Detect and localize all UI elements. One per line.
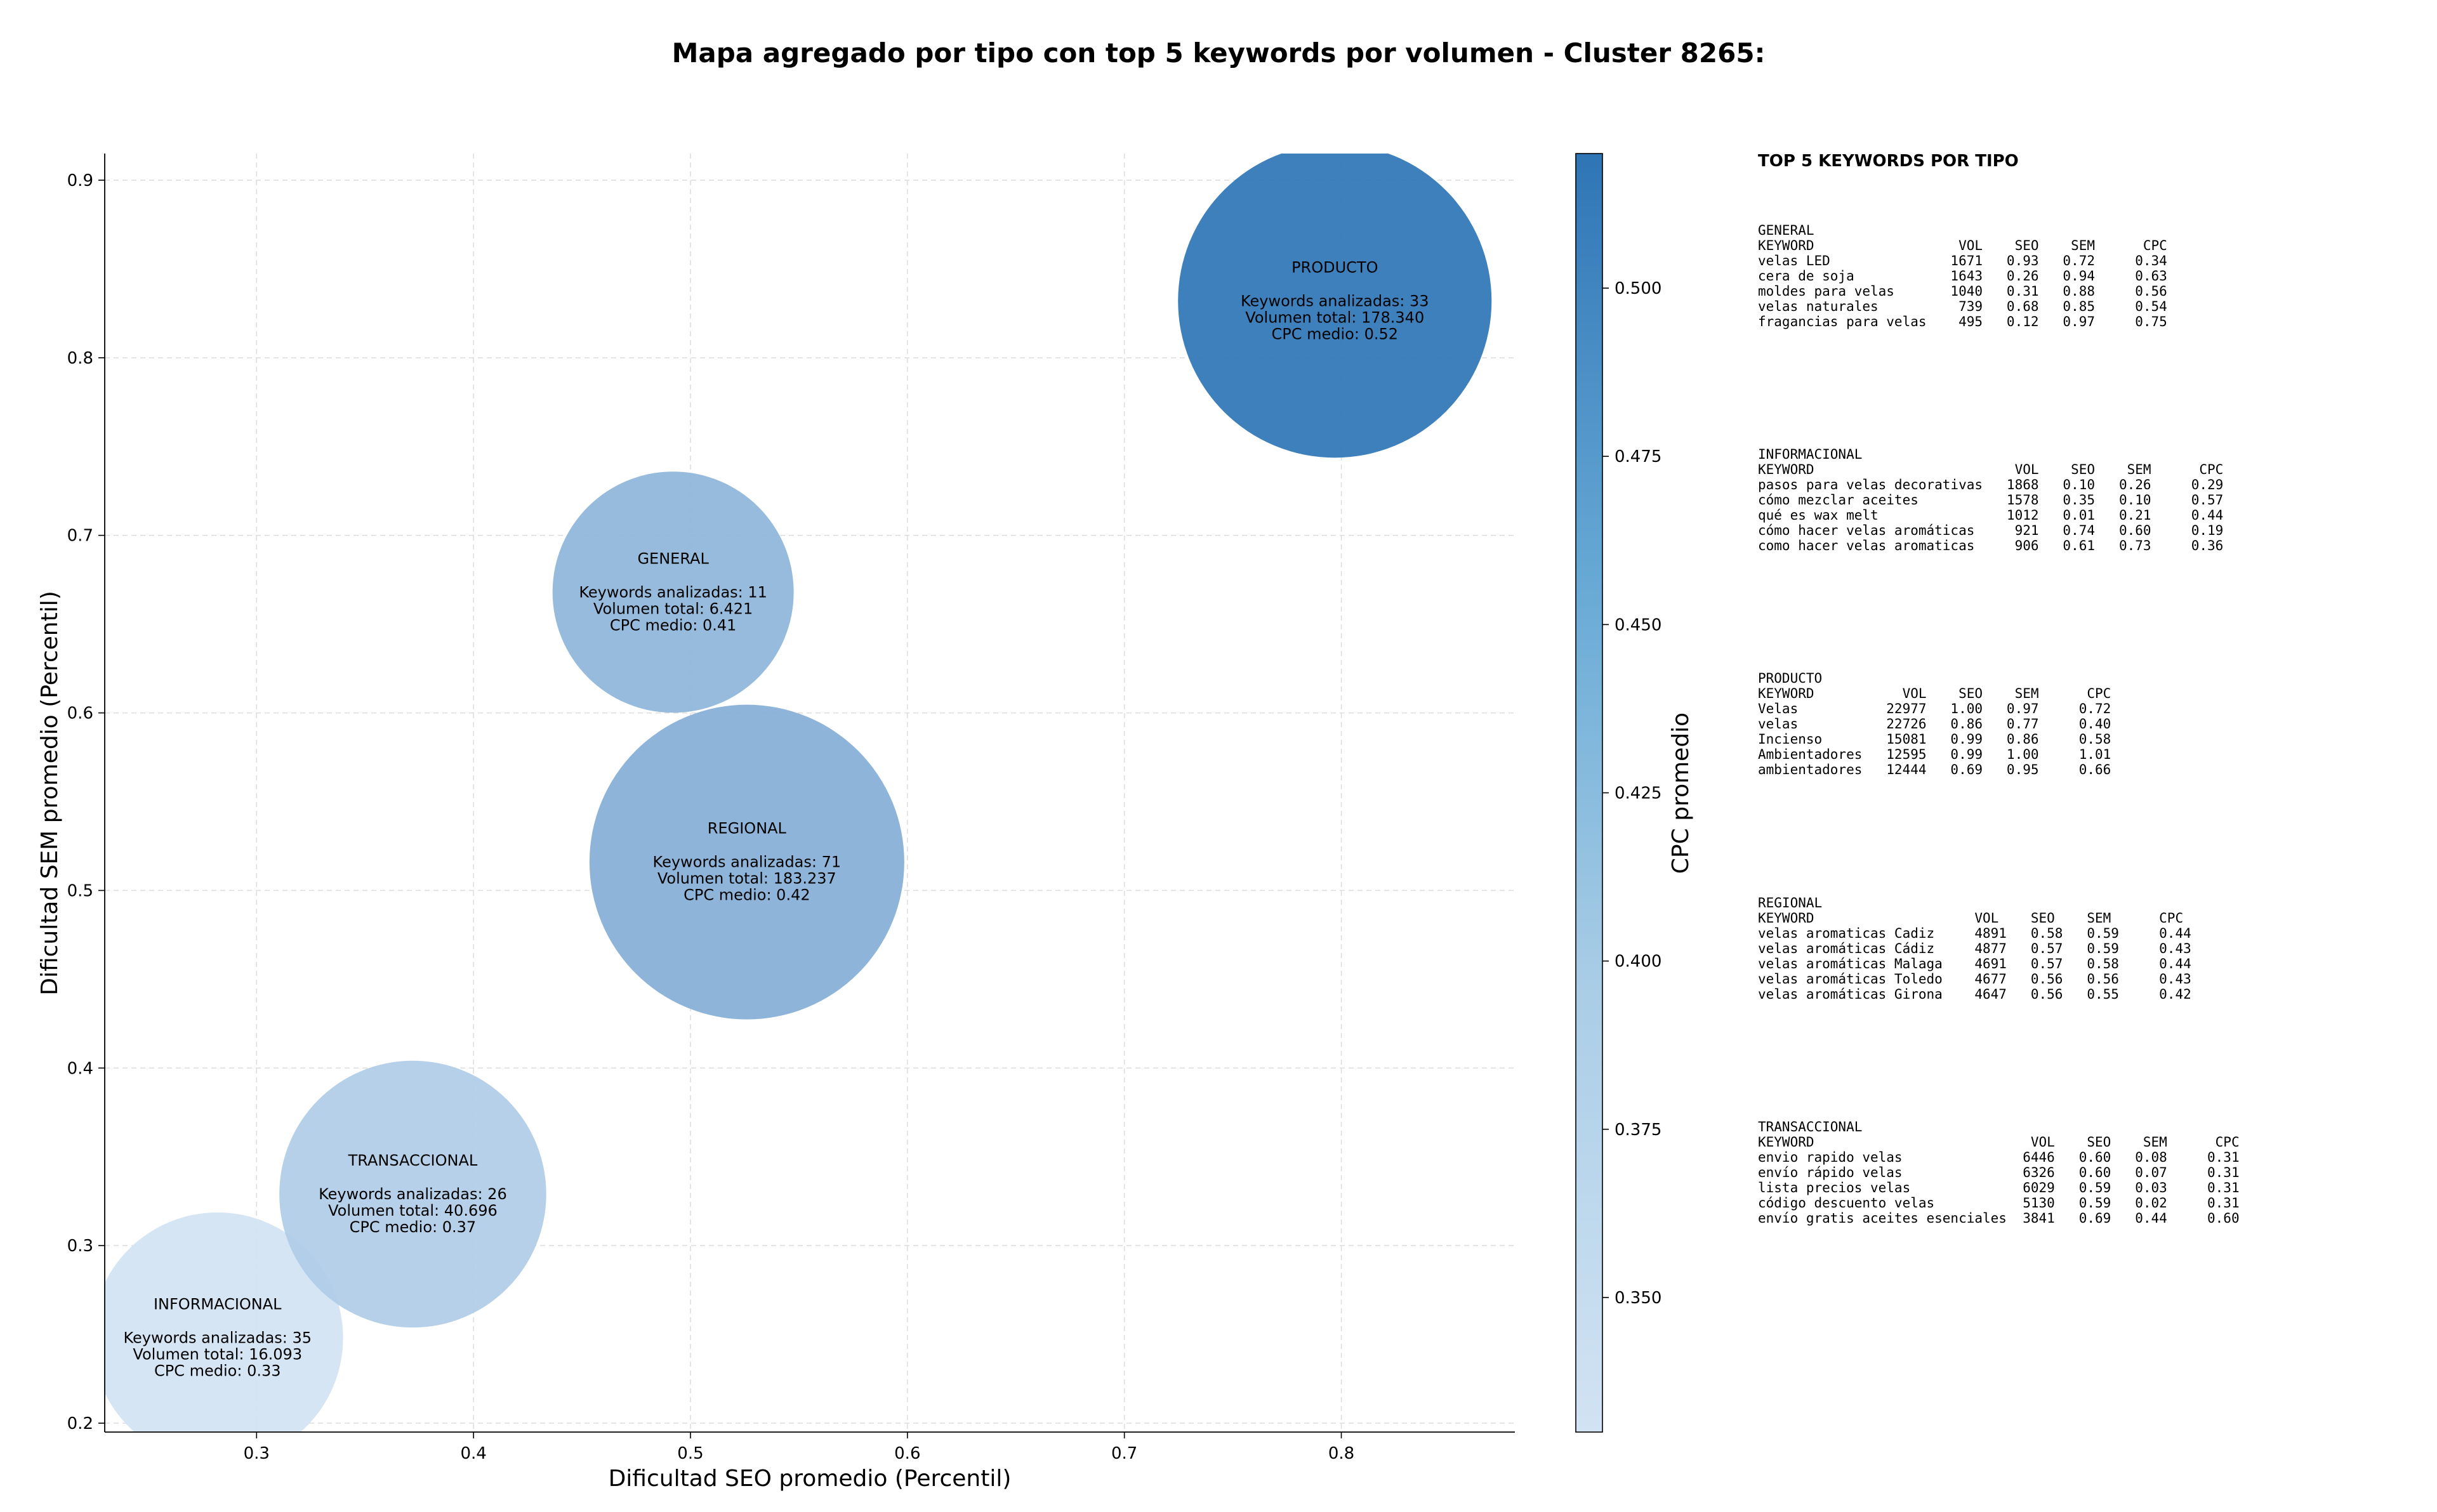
bubble-volume-label: Volumen total: 16.093 [133, 1346, 302, 1364]
keyword-table-row: velas naturales 739 0.68 0.85 0.54 [1758, 299, 2167, 314]
keyword-table-row: velas aromáticas Cádiz 4877 0.57 0.59 0.… [1758, 941, 2191, 956]
bubble-producto [1178, 154, 1492, 458]
y-tick-label: 0.9 [67, 171, 93, 190]
y-axis-label: Dificultad SEM promedio (Percentil) [37, 591, 63, 996]
bubble-keywords-label: Keywords analizadas: 26 [319, 1185, 507, 1203]
x-tick-label: 0.8 [1328, 1444, 1354, 1463]
y-tick-label: 0.4 [67, 1059, 93, 1078]
bubble-name-label: TRANSACCIONAL [348, 1152, 478, 1169]
colorbar-gradient [1575, 153, 1603, 1433]
keyword-table-header: KEYWORD VOL SEO SEM CPC [1758, 462, 2223, 477]
bubble-volume-label: Volumen total: 6.421 [593, 600, 753, 617]
keyword-table-row: velas LED 1671 0.93 0.72 0.34 [1758, 253, 2167, 268]
keyword-table-row: moldes para velas 1040 0.31 0.88 0.56 [1758, 284, 2167, 299]
keyword-table-header: KEYWORD VOL SEO SEM CPC [1758, 238, 2167, 253]
keyword-table-row: fragancias para velas 495 0.12 0.97 0.75 [1758, 314, 2167, 329]
bubble-volume-label: Volumen total: 183.237 [657, 870, 836, 888]
bubble-volume-label: Volumen total: 40.696 [328, 1202, 498, 1219]
keywords-panel-title: TOP 5 KEYWORDS POR TIPO [1758, 152, 2019, 171]
keyword-section-title: INFORMACIONAL [1758, 447, 1862, 462]
keyword-table-row: velas 22726 0.86 0.77 0.40 [1758, 716, 2111, 732]
x-tick-label: 0.4 [460, 1444, 486, 1463]
bubble-cpc-label: CPC medio: 0.37 [350, 1218, 477, 1236]
x-tick-label: 0.7 [1111, 1444, 1137, 1463]
keyword-table-row: código descuento velas 5130 0.59 0.02 0.… [1758, 1195, 2240, 1211]
keyword-table-row: velas aromaticas Cadiz 4891 0.58 0.59 0.… [1758, 926, 2191, 941]
bubble-name-label: PRODUCTO [1291, 258, 1378, 276]
bubble-keywords-label: Keywords analizadas: 11 [579, 583, 767, 601]
keyword-table-header: KEYWORD VOL SEO SEM CPC [1758, 910, 2183, 926]
bubble-cpc-label: CPC medio: 0.41 [610, 616, 737, 634]
bubble-keywords-label: Keywords analizadas: 35 [123, 1329, 312, 1347]
chart-title: Mapa agregado por tipo con top 5 keyword… [672, 37, 1766, 69]
y-tick-label: 0.6 [67, 704, 93, 723]
keyword-table-row: velas aromáticas Girona 4647 0.56 0.55 0… [1758, 987, 2191, 1002]
colorbar-tick-label: 0.400 [1615, 952, 1661, 971]
bubble-informacional [105, 1212, 343, 1432]
keyword-table-row: envío gratis aceites esenciales 3841 0.6… [1758, 1211, 2240, 1226]
keyword-table-row: ambientadores 12444 0.69 0.95 0.66 [1758, 762, 2111, 777]
bubble-volume-label: Volumen total: 178.340 [1245, 308, 1424, 326]
keyword-table-row: cómo mezclar aceites 1578 0.35 0.10 0.57 [1758, 492, 2223, 508]
y-tick-label: 0.3 [67, 1237, 93, 1256]
keyword-table-row: velas aromáticas Toledo 4677 0.56 0.56 0… [1758, 971, 2191, 987]
keyword-table-row: lista precios velas 6029 0.59 0.03 0.31 [1758, 1180, 2240, 1195]
colorbar: 0.350 0.375 0.400 0.425 0.450 0.475 0.500 [1575, 153, 1661, 1433]
keyword-table-row: velas aromáticas Malaga 4691 0.57 0.58 0… [1758, 956, 2191, 971]
bubble-cpc-label: CPC medio: 0.52 [1272, 325, 1399, 343]
bubble-transaccional [279, 1060, 546, 1328]
keyword-section-title: PRODUCTO [1758, 671, 1822, 686]
bubble-name-label: REGIONAL [708, 820, 787, 838]
keyword-table-row: Ambientadores 12595 0.99 1.00 1.01 [1758, 747, 2111, 762]
bubble-cpc-label: CPC medio: 0.42 [684, 886, 810, 904]
keyword-table-row: cómo hacer velas aromáticas 921 0.74 0.6… [1758, 523, 2223, 538]
x-tick-label: 0.6 [894, 1444, 920, 1463]
axes: 0.3 0.4 0.5 0.6 0.7 0.8 0.2 0.3 0.4 0.5 0.6 0.7 0.8 0… [67, 154, 1515, 1463]
keyword-table-row: envío rápido velas 6326 0.60 0.07 0.31 [1758, 1165, 2240, 1180]
y-tick-label: 0.5 [67, 881, 93, 900]
keyword-table-row: Velas 22977 1.00 0.97 0.72 [1758, 701, 2111, 716]
y-tick-label: 0.8 [67, 349, 93, 368]
bubble-keywords-label: Keywords analizadas: 71 [653, 853, 842, 871]
keyword-table-header: KEYWORD VOL SEO SEM CPC [1758, 1134, 2240, 1150]
colorbar-tick-label: 0.475 [1615, 447, 1661, 466]
colorbar-label: CPC promedio [1668, 713, 1694, 874]
bubble-general [552, 471, 794, 713]
y-tick-label: 0.7 [67, 527, 93, 546]
x-tick-label: 0.5 [677, 1444, 703, 1463]
colorbar-tick-label: 0.425 [1615, 784, 1661, 803]
keyword-table-row: como hacer velas aromaticas 906 0.61 0.7… [1758, 538, 2223, 553]
keyword-table-row: pasos para velas decorativas 1868 0.10 0… [1758, 477, 2223, 492]
keyword-section-title: GENERAL [1758, 223, 1814, 238]
keyword-table-row: qué es wax melt 1012 0.01 0.21 0.44 [1758, 508, 2223, 523]
keyword-table-row: cera de soja 1643 0.26 0.94 0.63 [1758, 268, 2167, 284]
keyword-section-title: TRANSACCIONAL [1758, 1119, 1862, 1134]
keyword-table-row: Incienso 15081 0.99 0.86 0.58 [1758, 732, 2111, 747]
y-tick-label: 0.2 [67, 1414, 93, 1433]
x-tick-label: 0.3 [244, 1444, 270, 1463]
bubble-name-label: INFORMACIONAL [154, 1296, 282, 1313]
keyword-table-header: KEYWORD VOL SEO SEM CPC [1758, 686, 2111, 701]
colorbar-tick-label: 0.375 [1615, 1121, 1661, 1140]
keyword-section-title: REGIONAL [1758, 895, 1822, 910]
bubble-name-label: GENERAL [637, 549, 709, 567]
bubbles [105, 154, 1492, 1432]
colorbar-tick-label: 0.450 [1615, 615, 1661, 634]
keyword-table-row: envio rapido velas 6446 0.60 0.08 0.31 [1758, 1150, 2240, 1165]
colorbar-tick-label: 0.500 [1615, 279, 1661, 298]
bubble-keywords-label: Keywords analizadas: 33 [1241, 292, 1429, 310]
bubble-regional [589, 704, 904, 1020]
colorbar-tick-label: 0.350 [1615, 1289, 1661, 1308]
x-axis-label: Dificultad SEO promedio (Percentil) [609, 1466, 1012, 1492]
bubble-cpc-label: CPC medio: 0.33 [154, 1362, 281, 1380]
